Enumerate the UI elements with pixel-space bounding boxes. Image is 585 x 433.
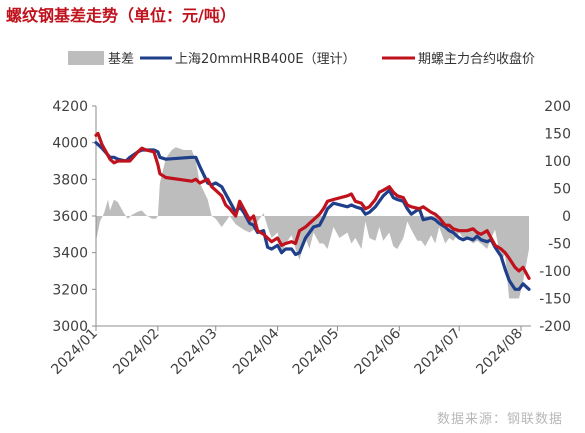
y-left-tick-label: 4000 <box>52 136 88 152</box>
y-left-tick-label: 3200 <box>52 282 88 298</box>
y-left-tick-label: 3600 <box>52 209 88 225</box>
y-right-tick-label: -100 <box>539 264 571 280</box>
legend-label-futures: 期螺主力合约收盘价 <box>418 51 535 67</box>
x-tick-label: 2024/05 <box>290 326 342 378</box>
price-lines-group <box>94 131 531 291</box>
y-right-tick-label: -200 <box>539 319 571 335</box>
y-right-tick-label: 200 <box>544 99 571 115</box>
y-left-tick-label: 3000 <box>52 319 88 335</box>
y-right-tick-label: 100 <box>544 154 571 170</box>
basis-area-group <box>96 147 529 299</box>
futures-close-line <box>94 131 531 280</box>
y-right-tick-label: 150 <box>544 127 571 143</box>
chart-legend: 基差 上海20mmHRB400E（理计） 期螺主力合约收盘价 <box>68 51 535 67</box>
x-tick-label: 2024/03 <box>168 326 220 378</box>
y-left-tick-label: 3800 <box>52 172 88 188</box>
y-right-tick-label: -50 <box>548 237 571 253</box>
y-left-tick-label: 4200 <box>52 99 88 115</box>
basis-area <box>96 147 529 299</box>
y-right-tick-label: 50 <box>553 182 571 198</box>
data-source-watermark: 数据来源：钢联数据 <box>436 412 563 427</box>
x-tick-label: 2024/02 <box>110 326 162 378</box>
legend-swatch-basis <box>68 51 104 65</box>
legend-label-spot: 上海20mmHRB400E（理计） <box>175 52 356 67</box>
y-left-tick-label: 3400 <box>52 246 88 262</box>
x-tick-label: 2024/07 <box>412 326 464 378</box>
spot-price-line <box>94 141 531 291</box>
y-right-tick-label: 0 <box>562 209 571 225</box>
y-right-tick-label: -150 <box>539 292 571 308</box>
x-tick-label: 2024/04 <box>230 325 283 378</box>
legend-label-basis: 基差 <box>108 52 134 67</box>
chart-title: 螺纹钢基差走势（单位：元/吨） <box>6 6 236 25</box>
x-tick-label: 2024/08 <box>473 326 525 378</box>
x-tick-label: 2024/06 <box>352 325 405 378</box>
